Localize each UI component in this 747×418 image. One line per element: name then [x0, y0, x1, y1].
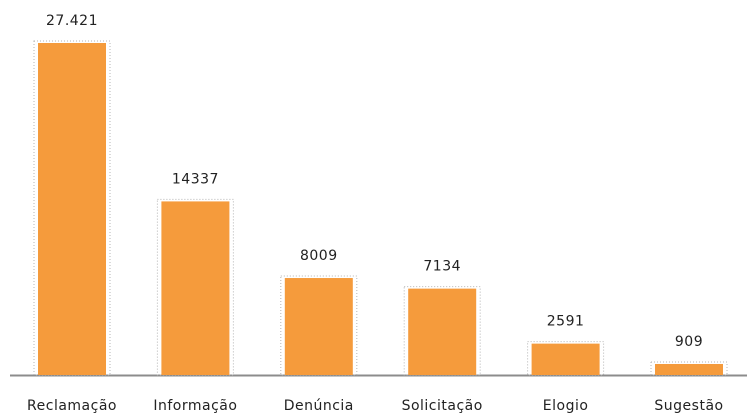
- value-label: 14337: [172, 171, 219, 187]
- bar-outline: [280, 275, 358, 376]
- x-tick-label: Reclamação: [27, 398, 117, 414]
- value-label: 909: [675, 334, 703, 350]
- bar: [408, 288, 477, 375]
- value-label: 2591: [547, 314, 585, 330]
- x-tick-label: Solicitação: [402, 398, 483, 414]
- x-tick-label: Denúncia: [284, 398, 354, 414]
- x-tick-label: Elogio: [543, 398, 589, 414]
- bar-outline: [403, 286, 481, 376]
- bar-outline: [650, 361, 728, 376]
- bar: [284, 278, 353, 375]
- bar: [38, 43, 106, 375]
- x-tick-label: Sugestão: [654, 398, 723, 414]
- bar: [161, 201, 230, 375]
- x-tick-label: Informação: [153, 398, 237, 414]
- bar: [655, 363, 723, 375]
- bar: [531, 343, 600, 375]
- value-label: 8009: [300, 248, 338, 264]
- value-label: 7134: [423, 259, 461, 275]
- value-label: 27.421: [46, 13, 98, 29]
